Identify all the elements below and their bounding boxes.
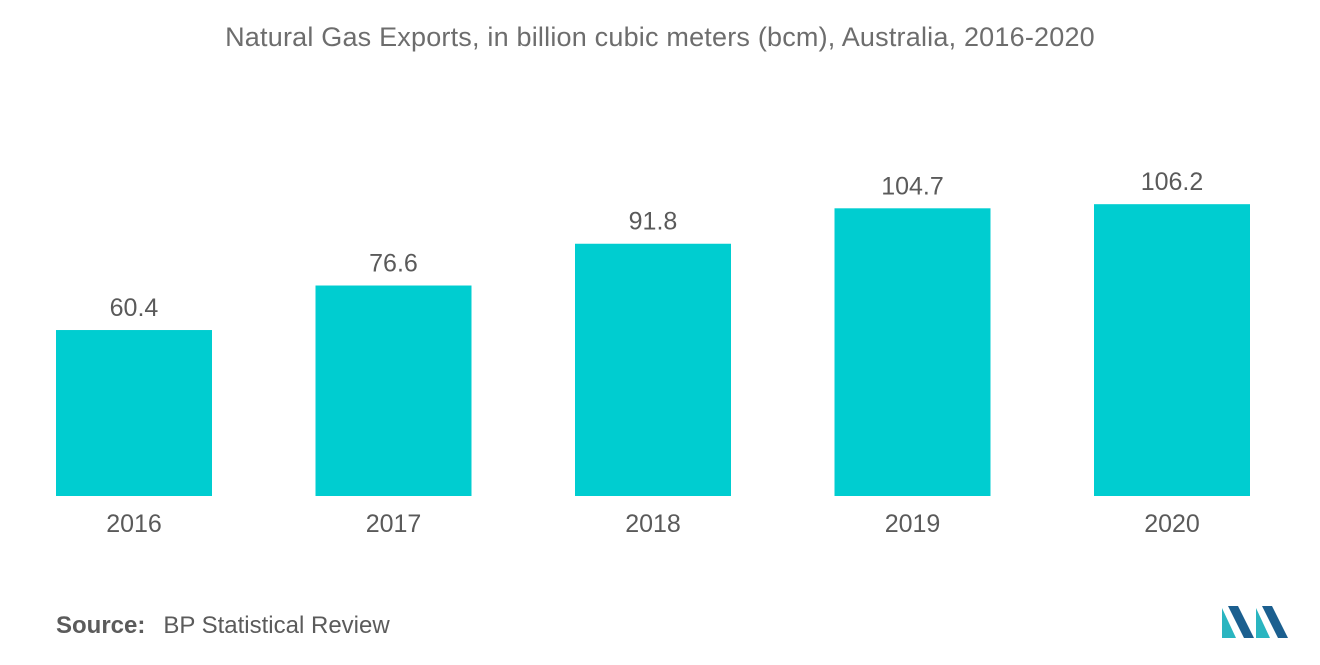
data-label-2019: 104.7 [881,172,944,200]
bar-2017 [315,285,472,496]
bar-2016 [56,330,212,496]
chart-title: Natural Gas Exports, in billion cubic me… [225,22,1095,52]
x-tick-label-2018: 2018 [625,510,681,538]
logo-shape-2 [1228,606,1254,638]
x-tick-label-2019: 2019 [885,510,941,538]
data-label-2020: 106.2 [1141,168,1204,196]
bar-2018 [575,243,731,496]
bar-2019 [834,208,991,496]
logo-shape-1 [1222,608,1236,638]
bar-2020 [1094,204,1250,497]
mordor-intelligence-logo-icon [1222,606,1288,638]
source-label: Source: [56,612,146,639]
data-label-2016: 60.4 [110,294,159,322]
x-tick-label-2020: 2020 [1144,510,1200,538]
data-label-2018: 91.8 [629,208,678,236]
x-tick-label-2017: 2017 [366,510,422,538]
logo-shape-3 [1256,608,1270,638]
source-text: BP Statistical Review [163,612,390,639]
data-label-2017: 76.6 [369,250,418,278]
source-note: Source: BP Statistical Review [56,612,390,640]
x-tick-label-2016: 2016 [106,510,162,538]
bar-chart: 60.4 2016 76.6 2017 91.8 2018 104.7 2019 106.2 20… [56,168,1250,538]
logo-shape-4 [1262,606,1288,638]
